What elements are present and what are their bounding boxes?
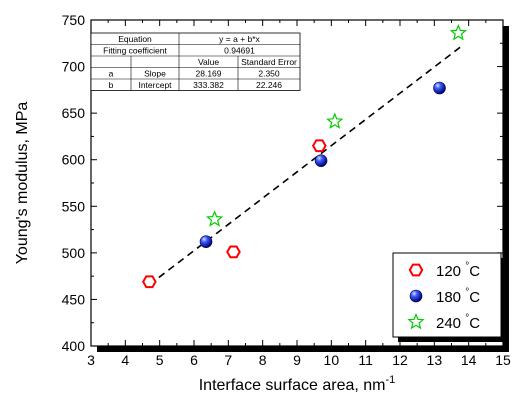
fit-table-cell: Intercept bbox=[138, 80, 172, 90]
fit-table-cell: 0.94691 bbox=[224, 46, 255, 56]
x-tick-label: 15 bbox=[495, 352, 511, 368]
data-point-series-1 bbox=[142, 275, 157, 289]
data-point-series-1 bbox=[226, 245, 241, 259]
data-point-series-3 bbox=[449, 23, 468, 41]
x-axis-ticks: 3 4 5 6 7 8 9 10 11 12 13 14 15 bbox=[87, 20, 511, 368]
legend-label-1: 120 °C bbox=[436, 261, 480, 280]
fit-table-cell: a bbox=[109, 69, 114, 79]
fit-table-border bbox=[90, 32, 301, 91]
fit-table-cell: 28.169 bbox=[196, 69, 222, 79]
data-points bbox=[142, 23, 468, 289]
legend-marker-1 bbox=[408, 263, 424, 277]
x-tick-label: 11 bbox=[358, 352, 373, 368]
data-point-series-1 bbox=[311, 139, 327, 153]
y-axis-label: Young's modulus, MPa bbox=[14, 102, 31, 265]
x-tick-label: 8 bbox=[259, 352, 267, 368]
y-tick-label: 400 bbox=[62, 338, 86, 354]
legend-marker-2 bbox=[409, 289, 423, 303]
fit-table-cell: b bbox=[109, 80, 114, 90]
data-point-series-2 bbox=[314, 154, 328, 167]
y-tick-label: 750 bbox=[62, 12, 86, 28]
x-tick-label: 4 bbox=[121, 352, 129, 368]
data-point-series-3 bbox=[326, 112, 344, 129]
fit-table-cell: 333.382 bbox=[193, 80, 224, 90]
fit-table-cell: y = a + b*x bbox=[219, 34, 260, 44]
fit-table-cell: Standard Error bbox=[241, 57, 297, 67]
x-tick-label: 6 bbox=[190, 352, 198, 368]
y-tick-label: 500 bbox=[62, 245, 86, 261]
y-tick-label: 550 bbox=[62, 198, 86, 214]
data-point-series-2 bbox=[199, 235, 213, 248]
x-tick-label: 12 bbox=[392, 352, 408, 368]
x-tick-label: 5 bbox=[156, 352, 164, 368]
x-tick-label: 14 bbox=[461, 352, 477, 368]
fit-table-cell: Equation bbox=[118, 34, 152, 44]
fit-table-cell: 22.246 bbox=[256, 80, 282, 90]
fit-table-cell: 2.350 bbox=[258, 69, 280, 79]
y-axis-ticks: 400 450 500 550 600 650 700 750 bbox=[62, 12, 503, 354]
fit-table-cell: Slope bbox=[144, 69, 166, 79]
x-tick-label: 3 bbox=[87, 352, 95, 368]
y-tick-label: 700 bbox=[62, 59, 86, 75]
data-point-series-2 bbox=[433, 81, 446, 95]
fit-table-cell: Value bbox=[198, 57, 219, 67]
legend-label-3: 240 °C bbox=[436, 313, 480, 332]
y-tick-label: 650 bbox=[62, 105, 86, 121]
x-tick-label: 10 bbox=[324, 352, 340, 368]
data-point-series-3 bbox=[205, 210, 224, 227]
legend-marker-3 bbox=[407, 312, 425, 330]
y-tick-label: 600 bbox=[62, 152, 86, 168]
fit-table: Equation y = a + b*x Fitting coefficient 0.… bbox=[90, 32, 301, 91]
x-tick-label: 9 bbox=[293, 352, 301, 368]
x-axis-label: Interface surface area, nm-1 bbox=[199, 374, 396, 394]
legend-label-2: 180 °C bbox=[436, 287, 480, 306]
fit-table-cell: Fitting coefficient bbox=[103, 46, 167, 56]
x-tick-label: 13 bbox=[427, 352, 443, 368]
y-tick-label: 450 bbox=[62, 291, 86, 307]
x-tick-label: 7 bbox=[224, 352, 232, 368]
legend: 120 °C 180 °C 240 °C bbox=[407, 261, 480, 332]
